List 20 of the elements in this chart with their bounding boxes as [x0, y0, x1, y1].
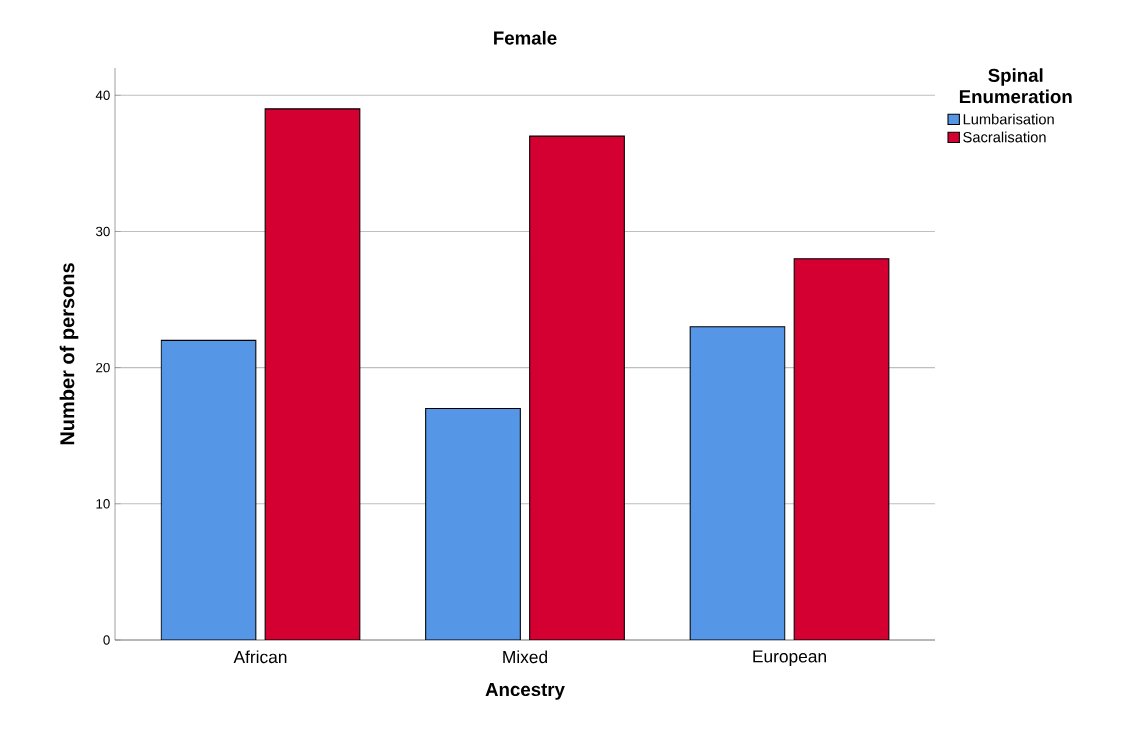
- y-tick-label: 0: [103, 635, 110, 645]
- y-tick-label: 30: [95, 226, 110, 237]
- bar: [689, 326, 786, 640]
- bar: [529, 135, 625, 640]
- y-axis-title: Number of persons: [59, 263, 79, 445]
- y-tick-label: 20: [96, 362, 110, 373]
- bar: [160, 339, 257, 640]
- x-axis-title: Ancestry: [485, 683, 565, 700]
- legend-label: Sacralisation: [963, 131, 1046, 143]
- legend-title: Spinal Enumeration: [959, 68, 1072, 104]
- bar: [793, 258, 890, 640]
- y-tick-label: 40: [95, 90, 110, 100]
- legend-label: Lumbarisation: [963, 113, 1054, 125]
- bar: [264, 108, 361, 640]
- y-tick-label: 10: [96, 499, 110, 509]
- bar: [425, 407, 521, 640]
- chart-title: Female: [494, 30, 557, 45]
- x-tick-label: Mixed: [503, 650, 548, 664]
- x-tick-label: African: [233, 650, 287, 664]
- x-tick-label: European: [753, 650, 826, 666]
